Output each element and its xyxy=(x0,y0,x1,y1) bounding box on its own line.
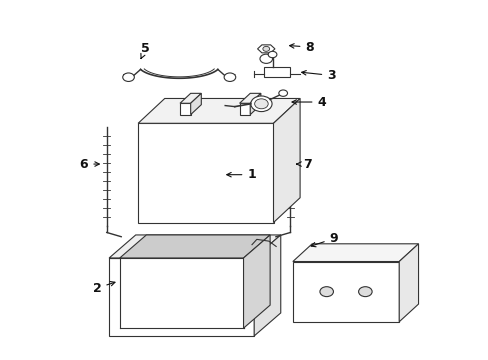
Circle shape xyxy=(263,46,269,51)
Text: 3: 3 xyxy=(301,69,335,82)
Circle shape xyxy=(358,287,371,297)
Polygon shape xyxy=(138,99,300,123)
Text: 8: 8 xyxy=(289,41,313,54)
Polygon shape xyxy=(109,235,280,258)
Circle shape xyxy=(250,96,271,112)
Polygon shape xyxy=(254,235,280,336)
Polygon shape xyxy=(239,93,260,103)
Polygon shape xyxy=(243,235,269,328)
Bar xyxy=(292,261,398,322)
Polygon shape xyxy=(190,93,201,114)
Circle shape xyxy=(224,73,235,81)
Circle shape xyxy=(254,99,267,109)
Bar xyxy=(138,123,273,222)
Bar xyxy=(239,103,250,114)
Bar xyxy=(180,103,190,114)
Text: 1: 1 xyxy=(226,168,256,181)
Polygon shape xyxy=(180,93,201,103)
Polygon shape xyxy=(257,45,274,53)
Text: 9: 9 xyxy=(310,232,338,247)
Circle shape xyxy=(278,90,287,96)
Bar xyxy=(264,67,290,77)
Circle shape xyxy=(319,287,333,297)
Text: 4: 4 xyxy=(291,95,325,108)
Circle shape xyxy=(267,51,276,58)
Polygon shape xyxy=(120,235,269,258)
Polygon shape xyxy=(398,244,418,322)
Polygon shape xyxy=(273,99,300,222)
Circle shape xyxy=(122,73,134,81)
Polygon shape xyxy=(292,244,418,261)
Polygon shape xyxy=(250,93,260,114)
Text: 7: 7 xyxy=(296,158,311,171)
Text: 5: 5 xyxy=(141,42,149,59)
Text: 2: 2 xyxy=(93,282,115,294)
Circle shape xyxy=(260,54,272,63)
Bar xyxy=(109,258,254,336)
Text: 6: 6 xyxy=(80,158,99,171)
